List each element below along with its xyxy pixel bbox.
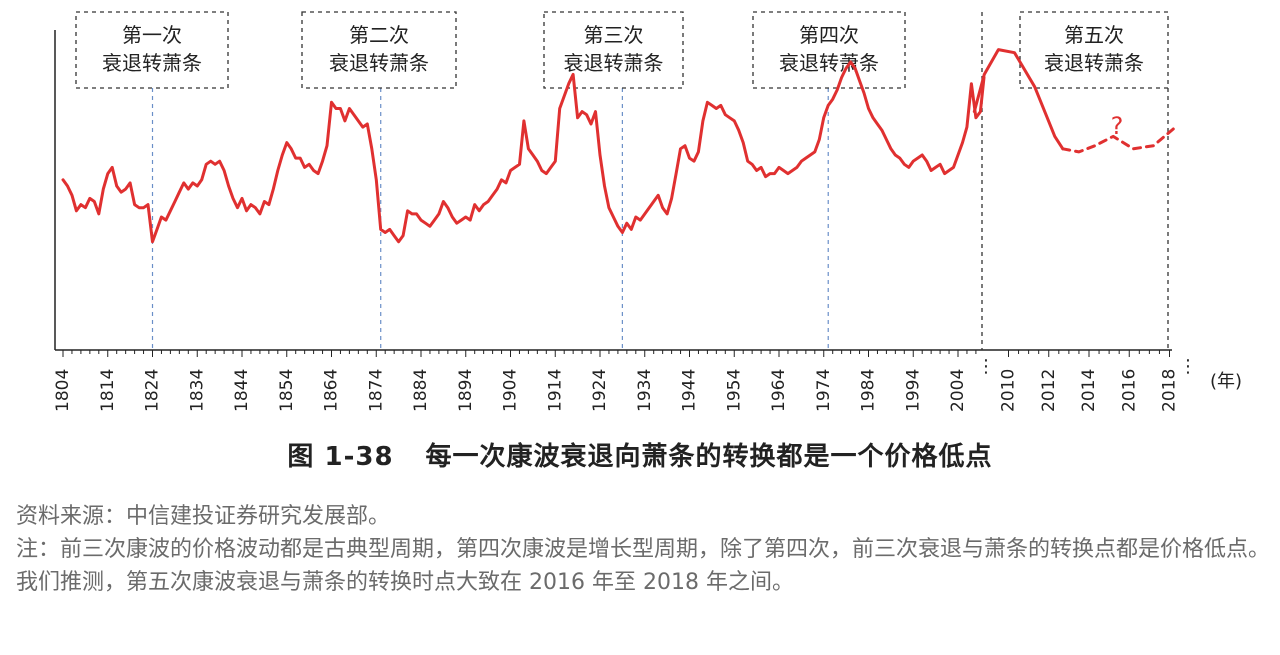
phase-label-box	[752, 11, 906, 89]
forecast-line	[1061, 125, 1177, 154]
x-tick-label: 1814	[98, 369, 118, 412]
x-tick-label: 1864	[322, 369, 342, 412]
phase-label-box	[301, 11, 457, 89]
x-tick-label: 1894	[456, 369, 476, 412]
x-tick-label: 2018	[1160, 369, 1180, 412]
x-tick-label: 1904	[501, 369, 521, 412]
x-tick-label: 1964	[769, 369, 789, 412]
explanatory-note: 注：前三次康波的价格波动都是古典型周期，第四次康波是增长型周期，除了第四次，前三…	[16, 537, 1271, 595]
phase-label-line2: 衰退转萧条	[329, 51, 429, 75]
x-tick-label: 2012	[1039, 369, 1059, 412]
figure-notes: 资料来源：中信建投证券研究发展部。 注：前三次康波的价格波动都是古典型周期，第四…	[16, 500, 1272, 599]
x-tick-label: 1954	[724, 369, 744, 412]
phase-label-line1: 第二次	[349, 23, 409, 47]
phase-label-line1: 第五次	[1064, 23, 1124, 47]
x-tick-label: 1874	[366, 369, 386, 412]
x-tick-label: 2004	[948, 369, 968, 412]
phase-label-box	[75, 11, 229, 89]
phase-label-box	[543, 11, 684, 89]
x-tick-label: 2016	[1119, 369, 1139, 412]
x-tick-label: 1844	[232, 369, 252, 412]
price-line	[61, 60, 986, 244]
x-tick-label: 1994	[903, 369, 923, 412]
x-tick-label: 1914	[545, 369, 565, 412]
x-axis-unit-label: (年)	[1210, 371, 1242, 392]
x-tick-label: 1974	[814, 369, 834, 412]
phase-label-line1: 第一次	[122, 23, 182, 47]
kondratiev-price-chart: 1804 1814 1824 1834 1844 1854 1864 1874 1884 1894…	[53, 11, 1242, 412]
figure-number: 图 1-38	[287, 442, 394, 472]
x-tick-label: 1804	[53, 369, 73, 412]
phase-label-line2: 衰退转萧条	[1044, 51, 1144, 75]
figure-caption: 图 1-38 每一次康波衰退向萧条的转换都是一个价格低点	[0, 436, 1280, 473]
phase-label-box	[1019, 11, 1169, 89]
phase-label-line1: 第四次	[799, 23, 859, 47]
phase-label-line2: 衰退转萧条	[779, 51, 879, 75]
source-note: 资料来源：中信建投证券研究发展部。	[16, 504, 391, 529]
phase-label-line1: 第三次	[584, 23, 644, 47]
x-tick-label: 1924	[590, 369, 610, 412]
x-tick-label: 1934	[635, 369, 655, 412]
x-tick-label: 2010	[999, 369, 1019, 412]
forecast-question-mark: ?	[1111, 112, 1124, 140]
x-tick-label: 1854	[277, 369, 297, 412]
phase-label-line2: 衰退转萧条	[102, 51, 202, 75]
x-tick-label: 1884	[411, 369, 431, 412]
x-tick-label: 1984	[859, 369, 879, 412]
price-line	[972, 48, 1065, 151]
x-tick-label: 2014	[1079, 369, 1099, 412]
x-tick-label: 1834	[187, 369, 207, 412]
x-tick-label: 1824	[143, 369, 163, 412]
axis-break-mark: ⋮	[1179, 356, 1197, 377]
figure-title: 每一次康波衰退向萧条的转换都是一个价格低点	[425, 442, 993, 472]
phase-label-line2: 衰退转萧条	[564, 51, 664, 75]
x-tick-label: 1944	[680, 369, 700, 412]
axis-break-mark: ⋮	[977, 356, 995, 377]
